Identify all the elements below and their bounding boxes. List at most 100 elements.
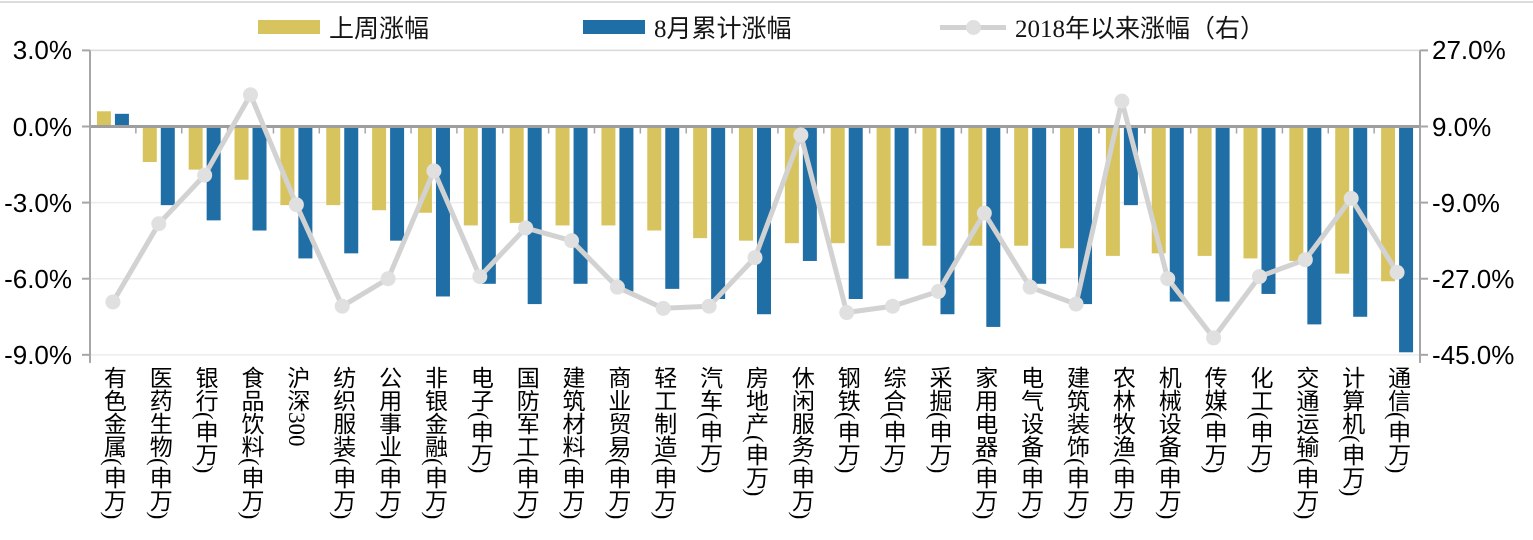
left-axis-tick-label: -6.0% (4, 263, 72, 294)
bar-august-cumulative (619, 126, 634, 292)
bar-last-week (372, 126, 387, 211)
x-axis-label: 建筑材料(申万) (559, 366, 585, 520)
legend-swatch-august (583, 20, 645, 34)
x-axis-label: 汽车(申万) (696, 366, 722, 474)
line-marker (655, 300, 671, 316)
x-axis-label: 有色金属(申万) (100, 366, 126, 520)
bar-august-cumulative (160, 126, 175, 206)
line-marker (426, 163, 442, 179)
bar-last-week (693, 126, 708, 239)
bar-august-cumulative (1399, 126, 1414, 353)
bar-last-week (601, 126, 616, 226)
bar-last-week (463, 126, 478, 226)
x-axis-label: 钢铁(申万) (834, 366, 860, 474)
bar-last-week (647, 126, 662, 231)
bar-last-week (876, 126, 891, 246)
line-marker (518, 220, 534, 236)
x-axis-label: 计算机(申万) (1338, 366, 1364, 497)
line-marker (1160, 271, 1176, 287)
legend-item-august: 8月累计涨幅 (583, 12, 792, 43)
bar-last-week (1381, 126, 1396, 282)
bar-last-week (326, 126, 341, 206)
bar-august-cumulative (481, 126, 496, 284)
x-axis-label: 机械设备(申万) (1155, 366, 1181, 520)
line-marker (609, 279, 625, 295)
bar-august-cumulative (1261, 126, 1276, 294)
x-axis-label: 食品饮料(申万) (238, 366, 264, 520)
legend-item-since-2018: 2018年以来涨幅（右） (940, 12, 1266, 43)
line-marker (1114, 93, 1130, 109)
bar-last-week (1197, 126, 1212, 256)
bar-last-week (739, 126, 753, 241)
bar-last-week (1014, 126, 1029, 246)
bar-august-cumulative (390, 126, 405, 241)
line-marker (288, 197, 304, 213)
top-divider (0, 1, 1533, 3)
bar-august-cumulative (894, 126, 909, 279)
right-axis-tick-label: 27.0% (1432, 35, 1506, 66)
right-axis-tick-label: 9.0% (1432, 111, 1492, 142)
line-marker (334, 298, 350, 314)
bar-last-week (830, 126, 845, 244)
line-marker (151, 216, 167, 232)
left-axis-tick-label: 0.0% (12, 111, 72, 142)
legend-label-august: 8月累计涨幅 (654, 16, 792, 43)
bar-august-cumulative (573, 126, 588, 284)
x-axis-label: 传媒(申万) (1201, 366, 1227, 474)
line-marker (976, 205, 992, 221)
legend-label-since-2018: 2018年以来涨幅（右） (1015, 16, 1266, 43)
left-axis-tick-label: -9.0% (4, 339, 72, 370)
x-axis-label: 建筑装饰(申万) (1063, 366, 1089, 520)
bar-last-week (555, 126, 570, 226)
line-marker (839, 305, 855, 321)
line-marker (930, 283, 946, 299)
bar-august-cumulative (344, 126, 359, 254)
line-marker (793, 127, 809, 143)
right-axis-tick-label: -9.0% (1432, 187, 1500, 218)
line-marker (197, 167, 213, 183)
line-marker (747, 250, 763, 266)
legend-item-last-week: 上周涨幅 (258, 12, 430, 43)
left-axis-tick-label: -3.0% (4, 187, 72, 218)
line-marker (1297, 252, 1313, 268)
right-axis-tick-label: -27.0% (1432, 263, 1515, 294)
bar-last-week (96, 111, 111, 127)
bar-august-cumulative (665, 126, 680, 289)
line-marker (1389, 264, 1405, 280)
line-marker (1022, 279, 1038, 295)
x-axis-label: 轻工制造(申万) (650, 366, 676, 520)
legend-label-last-week: 上周涨幅 (329, 16, 430, 43)
line-marker (1206, 330, 1222, 346)
bar-last-week (142, 126, 157, 163)
x-axis-label: 休闲服务(申万) (788, 366, 814, 520)
bar-august-cumulative (252, 126, 267, 231)
x-axis-label: 电气设备(申万) (1017, 366, 1043, 520)
line-marker (243, 87, 259, 103)
x-axis-label: 农林牧渔(申万) (1109, 366, 1135, 520)
x-axis-label: 银行(申万) (192, 366, 218, 474)
bar-last-week (509, 126, 524, 223)
bar-last-week (922, 126, 937, 246)
bar-last-week (1243, 126, 1258, 259)
bar-august-cumulative (1032, 126, 1047, 284)
x-axis-label: 国防军工(申万) (513, 366, 539, 520)
bar-last-week (1335, 126, 1350, 274)
bar-august-cumulative (114, 113, 129, 127)
line-marker (885, 298, 901, 314)
x-axis-label: 化工(申万) (1246, 366, 1272, 474)
line-marker (1251, 269, 1267, 285)
line-marker (472, 269, 488, 285)
legend-swatch-last-week (258, 20, 320, 34)
bar-last-week (1060, 126, 1075, 249)
x-axis-label: 医药生物(申万) (146, 366, 172, 520)
bar-august-cumulative (1215, 126, 1230, 302)
line-marker (380, 271, 396, 287)
right-axis-tick-label: -45.0% (1432, 339, 1515, 370)
bar-august-cumulative (298, 126, 313, 259)
left-axis-tick-label: 3.0% (12, 35, 72, 66)
bar-august-cumulative (711, 126, 726, 300)
bar-august-cumulative (527, 126, 542, 305)
line-marker (701, 298, 717, 314)
line-marker (1068, 296, 1084, 312)
x-axis-label: 交通运输(申万) (1292, 366, 1318, 520)
